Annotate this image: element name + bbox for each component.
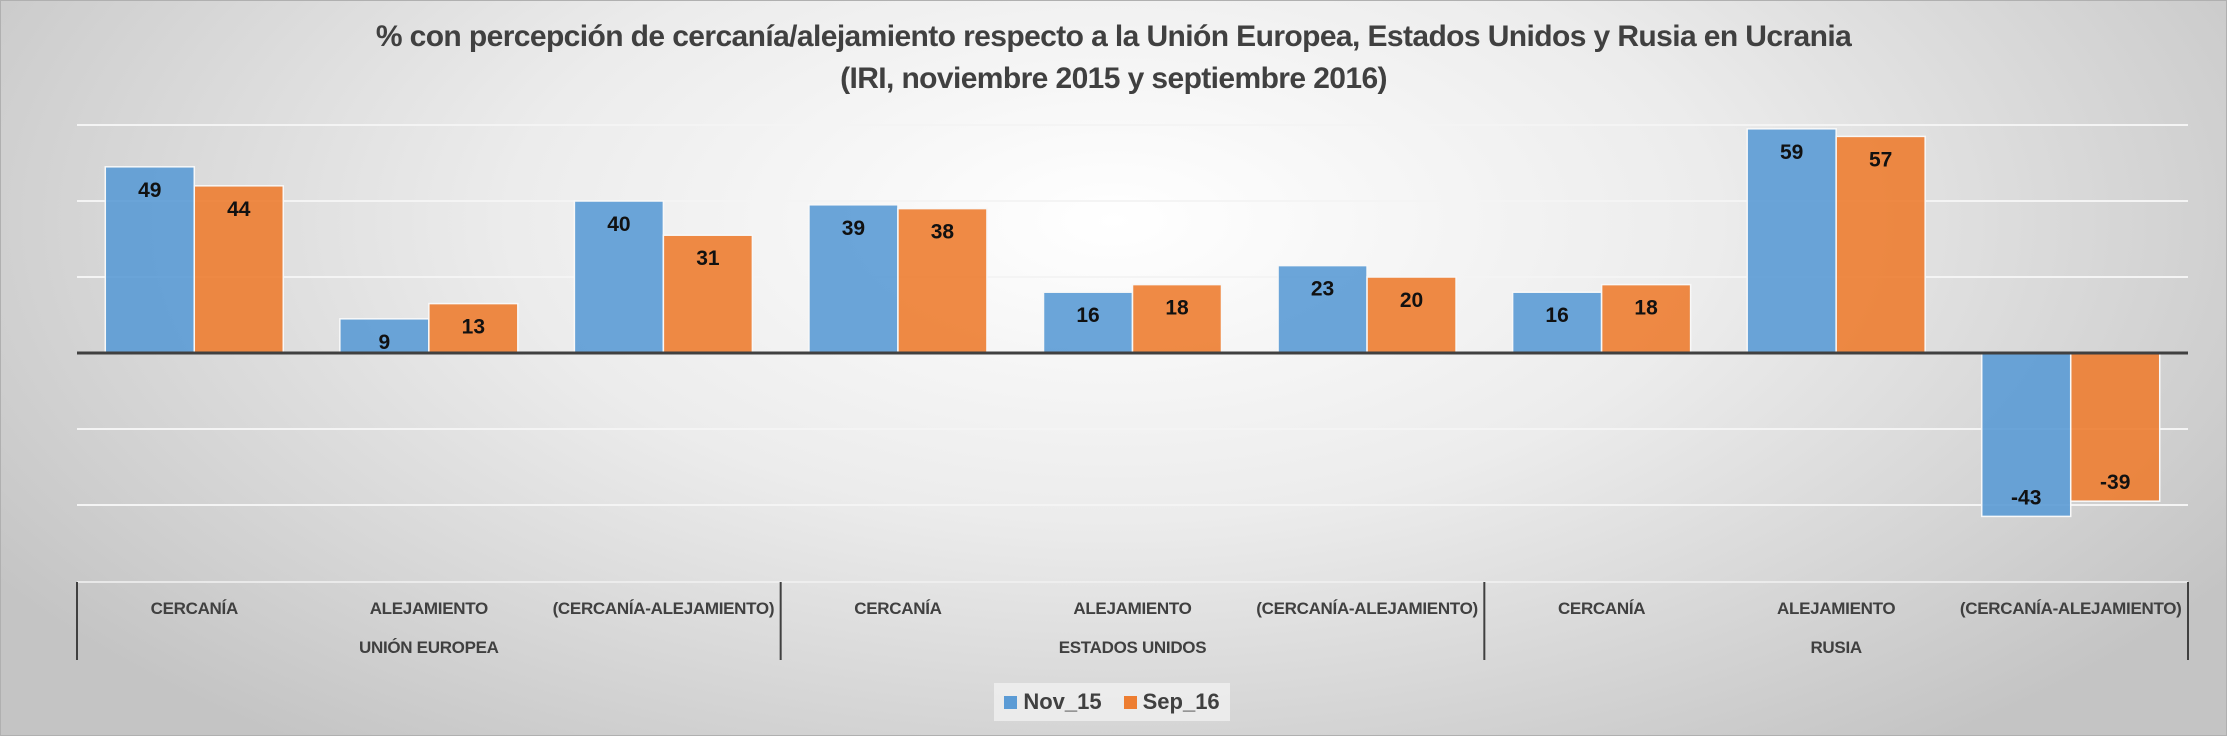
data-label: 16 <box>1076 304 1099 327</box>
category-label: (CERCANÍA-ALEJAMIENTO) <box>1256 599 1478 618</box>
bar-sep16 <box>897 207 988 354</box>
legend-label-sep16: Sep_16 <box>1142 689 1220 714</box>
data-label: 40 <box>607 213 630 236</box>
data-label: 39 <box>842 217 865 240</box>
data-label: 49 <box>138 179 161 202</box>
bar-sep16 <box>1366 276 1457 354</box>
group-label: UNIÓN EUROPEA <box>359 638 499 657</box>
legend-item-sep16[interactable]: Sep_16 <box>1123 689 1220 715</box>
data-label: 16 <box>1545 304 1568 327</box>
bar-sep16 <box>1600 283 1692 354</box>
bar-nov15 <box>1277 264 1368 354</box>
data-label: 9 <box>378 331 390 354</box>
chart-subtitle: (IRI, noviembre 2015 y septiembre 2016) <box>840 62 1387 95</box>
bar-nov15 <box>1042 291 1134 354</box>
category-label: ALEJAMIENTO <box>1777 599 1895 618</box>
data-label: 13 <box>462 316 485 339</box>
category-label: (CERCANÍA-ALEJAMIENTO) <box>1960 599 2182 618</box>
data-label: 23 <box>1311 278 1334 301</box>
legend-swatch-nov15 <box>1004 695 1018 709</box>
data-label: 44 <box>227 198 251 221</box>
data-label: 57 <box>1869 148 1892 171</box>
category-label: ALEJAMIENTO <box>1073 599 1191 618</box>
data-label: 31 <box>696 247 720 270</box>
bar-sep16 <box>2069 352 2161 502</box>
category-label: ALEJAMIENTO <box>370 599 488 618</box>
group-label: ESTADOS UNIDOS <box>1059 638 1207 657</box>
bar-sep16 <box>1131 283 1223 354</box>
bar-sep16 <box>193 185 285 354</box>
legend-label-nov15: Nov_15 <box>1023 689 1102 714</box>
data-label: 18 <box>1634 297 1658 320</box>
legend-swatch-sep16 <box>1123 695 1137 709</box>
chart-title: % con percepción de cercanía/alejamiento… <box>375 20 1852 53</box>
category-label: CERCANÍA <box>151 599 238 618</box>
data-label: 59 <box>1780 141 1803 164</box>
legend: Nov_15 Sep_16 <box>994 683 1230 721</box>
category-label: (CERCANÍA-ALEJAMIENTO) <box>553 599 775 618</box>
data-label: -43 <box>2011 486 2041 509</box>
data-label: 38 <box>931 221 955 244</box>
group-label: RUSIA <box>1810 638 1861 657</box>
bar-nov15 <box>104 166 196 354</box>
category-label: CERCANÍA <box>854 599 941 618</box>
data-label: 20 <box>1400 289 1423 312</box>
data-label: -39 <box>2100 471 2130 494</box>
legend-item-nov15[interactable]: Nov_15 <box>1004 689 1102 715</box>
data-label: 18 <box>1165 297 1189 320</box>
bar-nov15 <box>1511 291 1603 354</box>
category-label: CERCANÍA <box>1558 599 1645 618</box>
bar-sep16 <box>1835 135 1926 354</box>
